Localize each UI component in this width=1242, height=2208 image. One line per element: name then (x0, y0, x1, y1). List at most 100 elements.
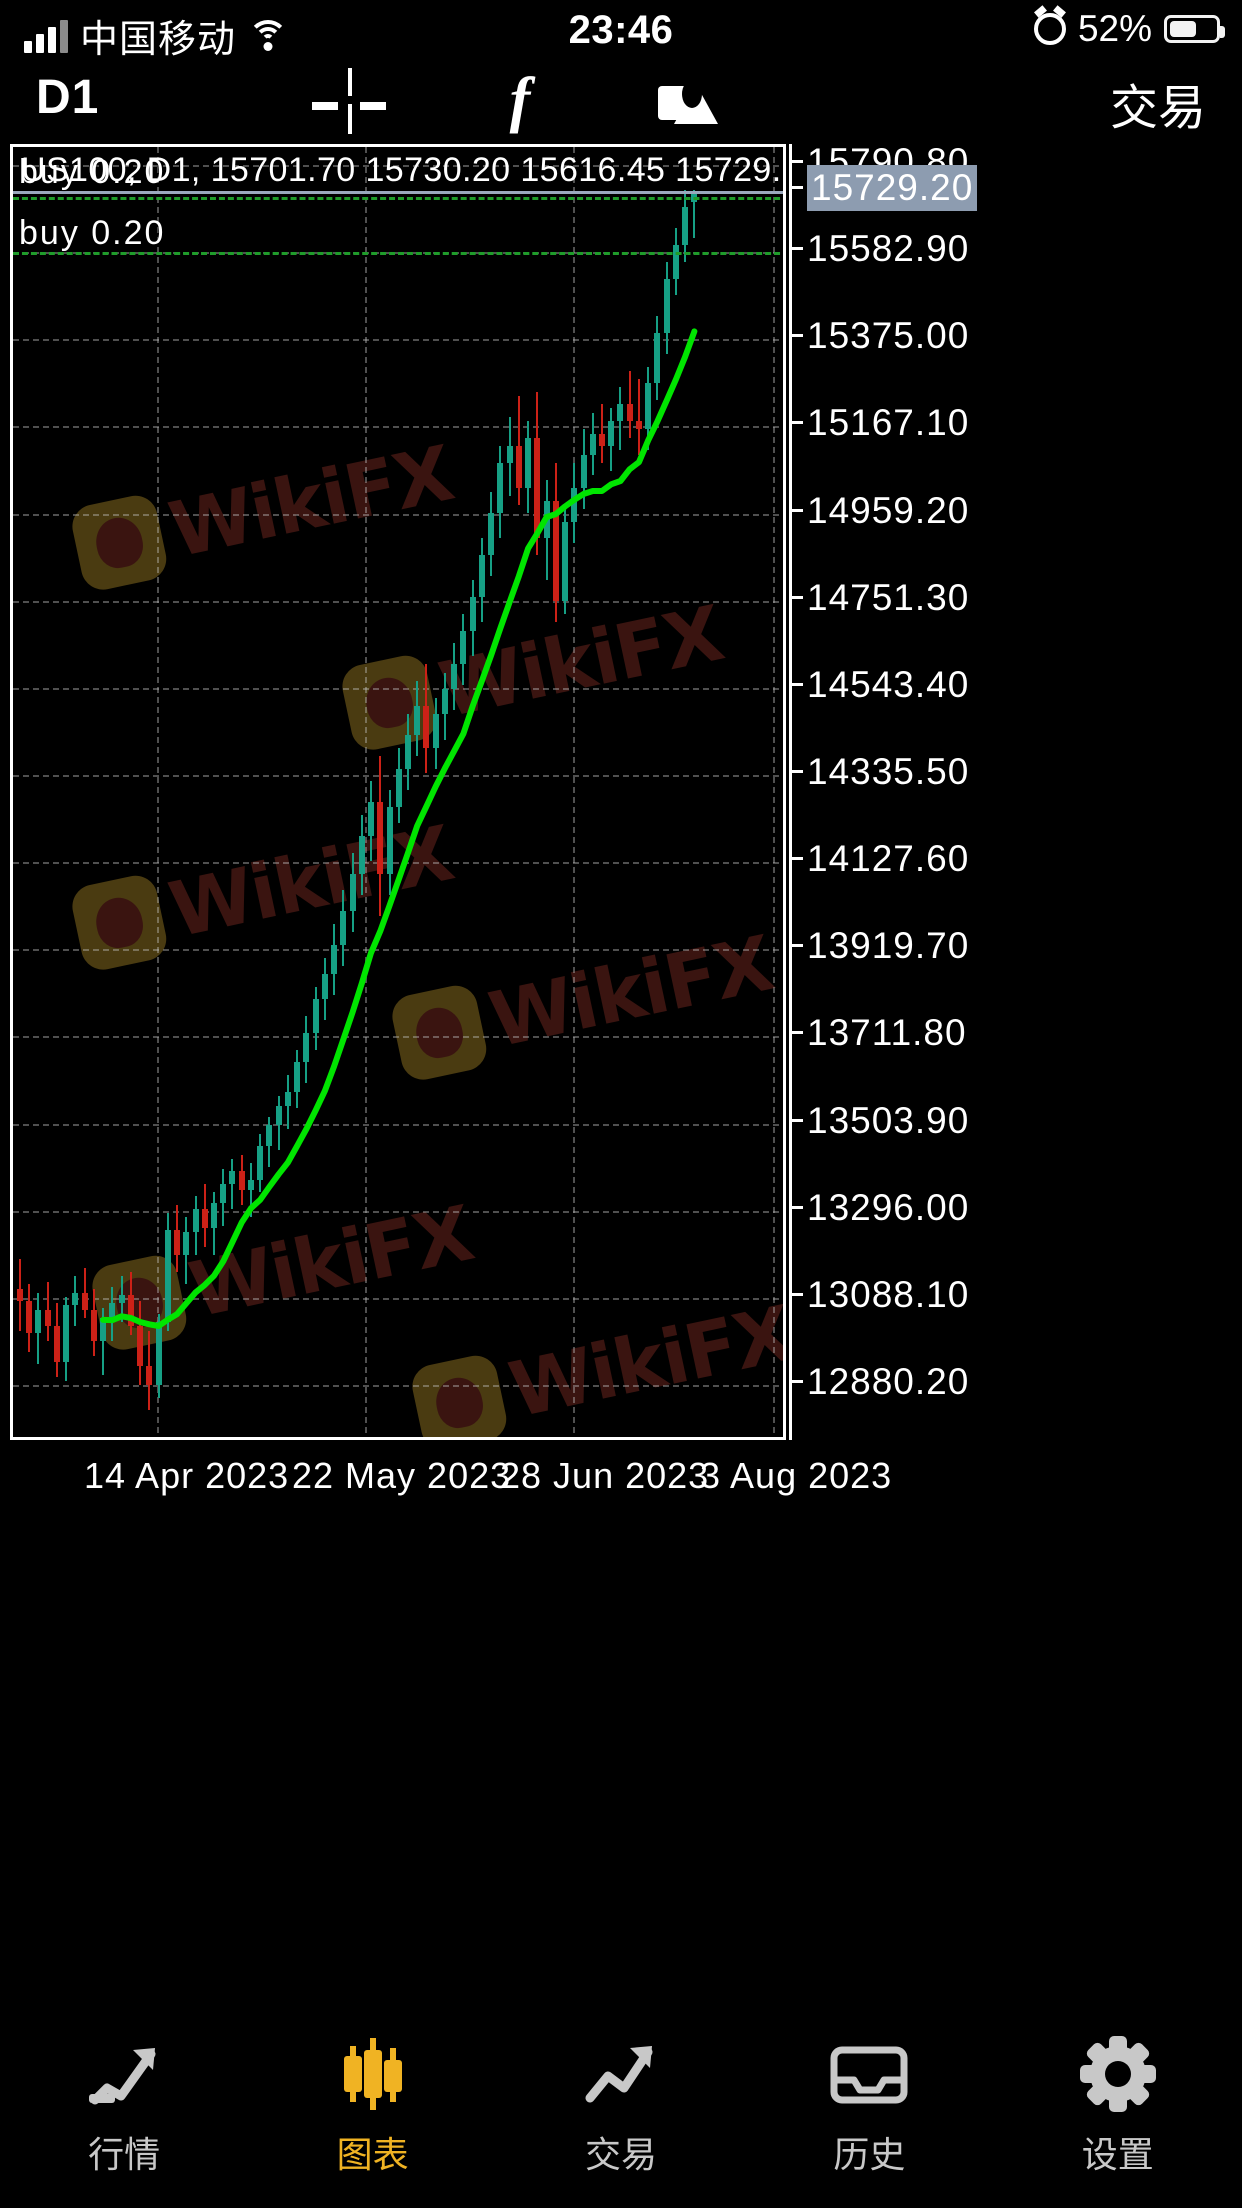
candlestick (220, 1169, 227, 1226)
status-bar: 中国移动 23:46 52% (0, 0, 1242, 62)
chart-plot[interactable]: WikiFX WikiFX WikiFX WikiFX WikiFX WikiF… (10, 144, 786, 1440)
position-line-2[interactable] (13, 252, 783, 256)
nav-item-trade[interactable]: 交易 (497, 2032, 745, 2178)
candlestick (460, 613, 467, 686)
timeframe-button[interactable]: D1 (36, 71, 100, 124)
candlestick (562, 504, 569, 614)
price-axis-line (789, 144, 792, 1440)
candlestick (340, 890, 347, 966)
nav-label-history: 历史 (833, 2134, 906, 2175)
nav-label-settings: 设置 (1081, 2134, 1154, 2175)
alarm-clock-icon (1033, 13, 1066, 45)
position-label-1[interactable]: buy 0.20 (19, 152, 166, 191)
nav-item-charts[interactable]: 图表 (249, 2032, 497, 2178)
candlestick (303, 1016, 310, 1084)
status-bar-right: 52% (1033, 8, 1225, 50)
grid-line-horizontal (13, 165, 783, 167)
crosshair-icon[interactable] (310, 66, 388, 136)
candlestick (645, 366, 652, 451)
objects-icon[interactable] (652, 66, 730, 136)
price-tick: 13919.70 (789, 923, 1242, 969)
grid-line-vertical (157, 147, 159, 1437)
battery-percent-label: 52% (1077, 8, 1152, 49)
chart-toolbar: D1 f 交易 (0, 62, 1242, 140)
price-tick: 14335.50 (789, 749, 1242, 795)
grid-line-horizontal (13, 426, 783, 429)
candlestick (672, 228, 679, 296)
price-tick-label: 15375.00 (807, 315, 970, 357)
candlestick (682, 190, 689, 262)
candlestick (432, 697, 439, 769)
candlestick (183, 1217, 190, 1285)
nav-item-settings[interactable]: 设置 (994, 2032, 1242, 2178)
grid-line-vertical (773, 147, 775, 1437)
price-tick: 13296.00 (789, 1185, 1242, 1231)
nav-item-history[interactable]: 历史 (745, 2032, 993, 2178)
candlestick (469, 580, 476, 656)
candlestick (414, 680, 421, 757)
chart-area[interactable]: WikiFX WikiFX WikiFX WikiFX WikiFX WikiF… (0, 141, 1242, 1472)
price-tick: 14751.30 (789, 575, 1242, 621)
price-tick: 15375.00 (789, 313, 1242, 359)
candlestick (127, 1271, 134, 1335)
grid-line-horizontal (13, 687, 783, 690)
candlestick (654, 316, 661, 401)
nav-label-trade: 交易 (584, 2134, 657, 2175)
price-tick-label: 13088.10 (807, 1273, 970, 1315)
price-tick-label: 13503.90 (807, 1099, 970, 1141)
candlestick (229, 1158, 236, 1210)
candlestick (321, 957, 328, 1021)
candlestick (506, 416, 513, 497)
clock-label: 23:46 (568, 8, 674, 52)
price-tick-label: 14543.40 (807, 663, 970, 705)
candlestick (35, 1292, 42, 1365)
status-bar-left: 中国移动 (24, 8, 289, 63)
candlestick (257, 1133, 264, 1193)
price-tick: 15167.10 (789, 400, 1242, 446)
price-tick: 14127.60 (789, 836, 1242, 882)
candlestick (617, 387, 624, 451)
position-line-1-dashed (13, 196, 783, 200)
candlestick (275, 1095, 282, 1151)
bottom-navigation: 行情 图表 交易 (0, 2018, 1242, 2208)
price-tick: 14959.20 (789, 488, 1242, 534)
candlestick (478, 538, 485, 623)
price-tick: 14543.40 (789, 662, 1242, 708)
candlestick (395, 747, 402, 824)
battery-icon (1164, 15, 1225, 43)
candlestick (423, 664, 430, 774)
toolbar-icon-group: f (310, 66, 730, 136)
price-tick-label: 13919.70 (807, 925, 970, 967)
nav-item-quotes[interactable]: 行情 (0, 2032, 248, 2178)
grid-line-horizontal (13, 1385, 783, 1387)
position-line-1[interactable] (13, 190, 783, 194)
candlestick (312, 986, 319, 1050)
price-tick-label: 12880.20 (807, 1361, 970, 1402)
price-tick-label: 15729.20 (807, 164, 978, 211)
candlestick (109, 1286, 116, 1342)
price-axis[interactable]: 15790.80 15729.20 15582.90 15375.00 15167.10… (789, 141, 1242, 1440)
signal-bars-icon (24, 19, 68, 53)
candlestick (691, 190, 698, 239)
candlestick (146, 1330, 153, 1411)
candlestick (100, 1307, 107, 1375)
grid-line-horizontal (13, 862, 783, 865)
position-label-2[interactable]: buy 0.20 (19, 214, 166, 253)
candlestick (118, 1276, 125, 1323)
function-f-icon[interactable]: f (509, 66, 531, 134)
price-tick-label: 14959.20 (807, 489, 970, 531)
candlestick (155, 1313, 162, 1398)
candlestick (90, 1288, 97, 1356)
grid-line-horizontal (13, 949, 783, 952)
candlestick (386, 789, 393, 895)
grid-line-horizontal (13, 513, 783, 516)
trade-arrow-icon (578, 2032, 664, 2116)
settings-gear-icon (1075, 2032, 1161, 2116)
candlestick (349, 852, 356, 933)
candlestick (377, 756, 384, 916)
grid-line-horizontal (13, 1123, 783, 1126)
candlestick (192, 1196, 199, 1256)
candlestick (17, 1259, 23, 1331)
trade-button[interactable]: 交易 (1109, 82, 1206, 135)
